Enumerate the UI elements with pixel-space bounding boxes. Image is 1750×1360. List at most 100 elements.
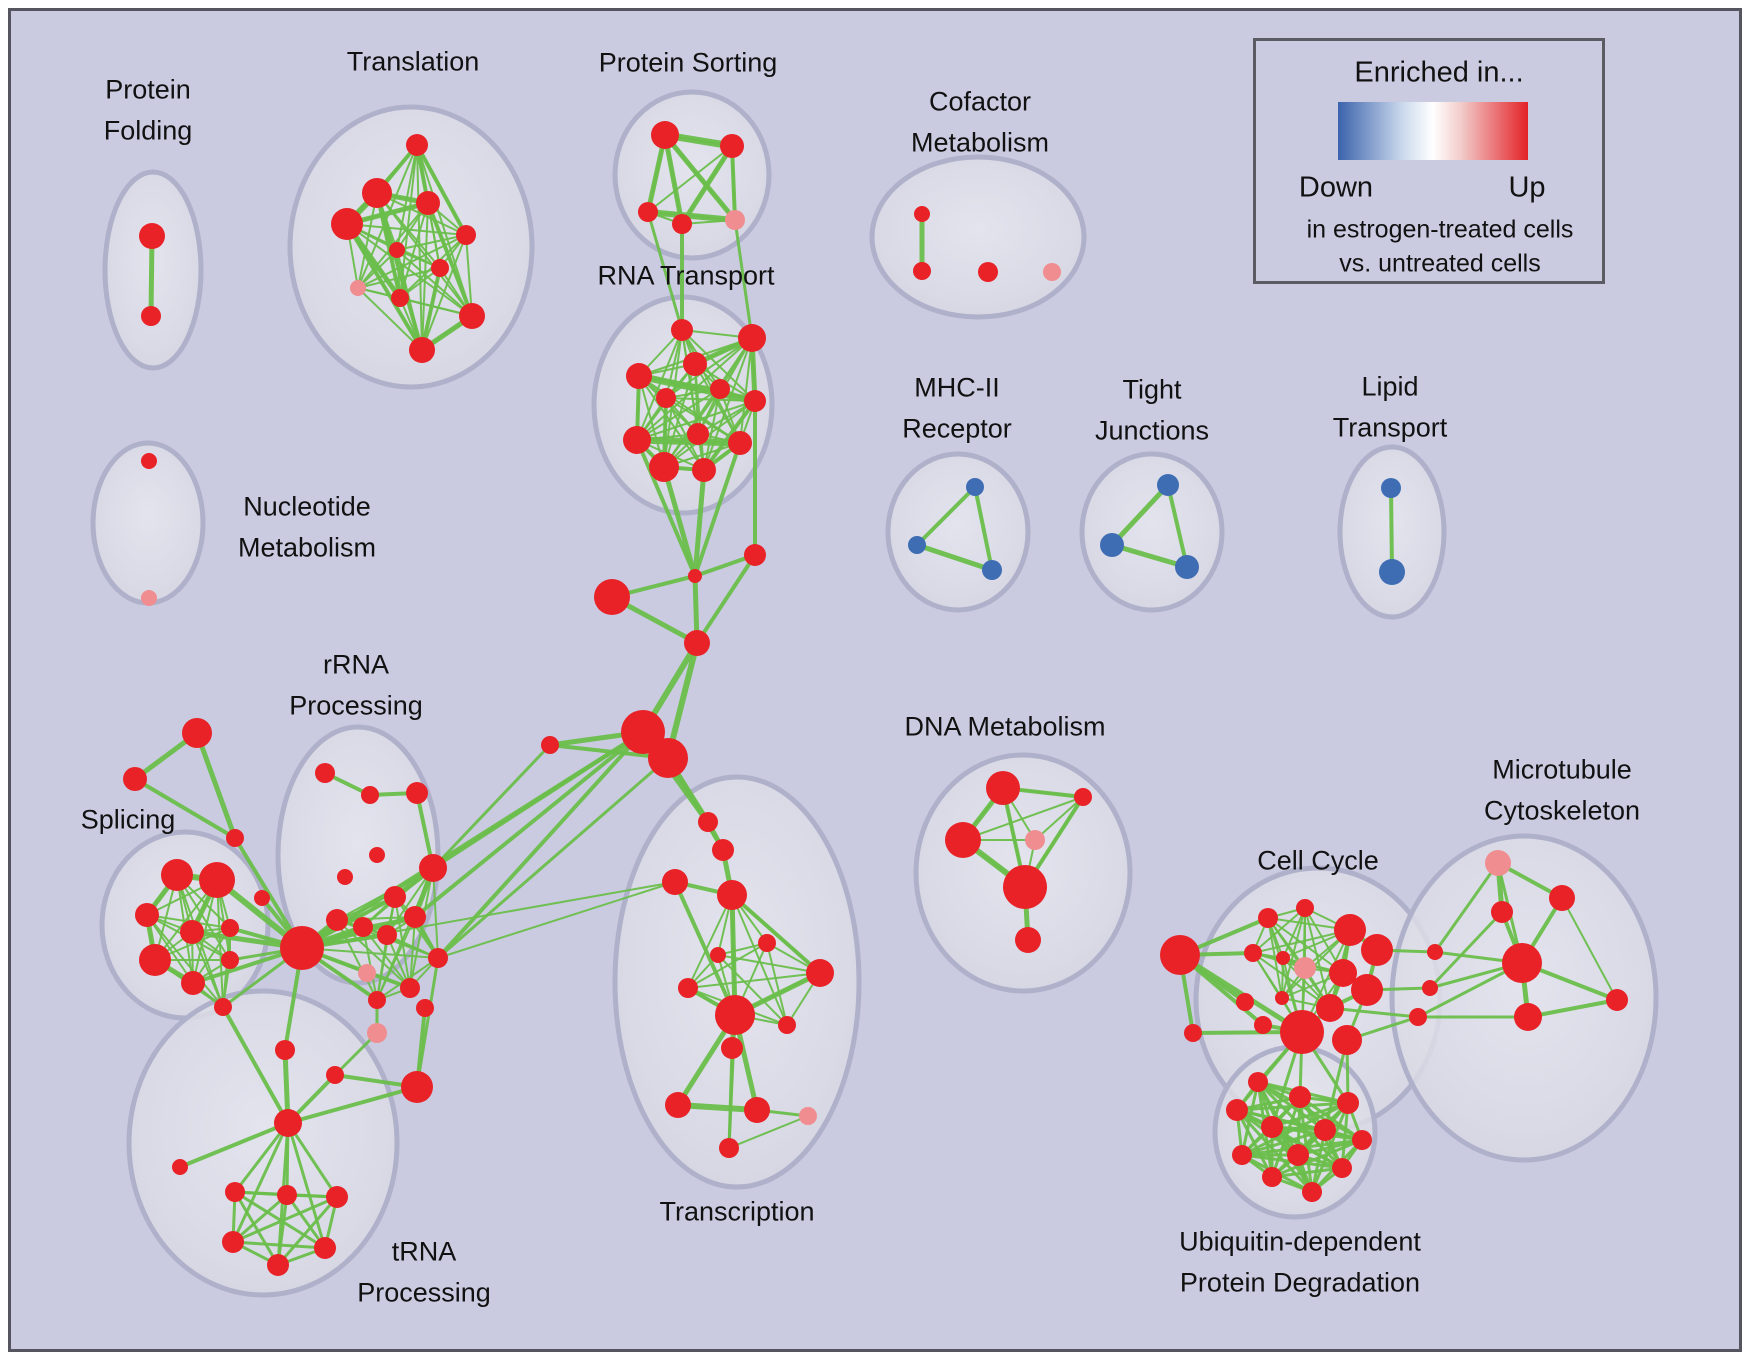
gene-set-node-u9[interactable] — [404, 906, 426, 928]
gene-set-node-d4[interactable] — [1003, 865, 1047, 909]
gene-set-node-j1[interactable] — [1100, 533, 1124, 557]
gene-set-node-r3[interactable] — [683, 352, 707, 376]
gene-set-node-r0[interactable] — [671, 319, 693, 341]
gene-set-node-q0[interactable] — [161, 859, 193, 891]
gene-set-node-b3[interactable] — [1337, 1092, 1359, 1114]
gene-set-node-c3[interactable] — [1043, 263, 1061, 281]
gene-set-node-q2[interactable] — [135, 903, 159, 927]
gene-set-node-r5[interactable] — [656, 388, 676, 408]
gene-set-node-s6[interactable] — [806, 959, 834, 987]
gene-set-node-b6[interactable] — [1352, 1130, 1372, 1150]
gene-set-node-x4[interactable] — [621, 710, 665, 754]
gene-set-node-l1[interactable] — [1379, 559, 1405, 585]
gene-set-node-s12[interactable] — [744, 1097, 770, 1123]
gene-set-node-t10[interactable] — [409, 337, 435, 363]
gene-set-node-s1[interactable] — [712, 839, 734, 861]
gene-set-node-u12[interactable] — [428, 948, 448, 968]
gene-set-node-s8[interactable] — [715, 995, 755, 1035]
gene-set-node-r10[interactable] — [649, 452, 679, 482]
gene-set-node-z1[interactable] — [1422, 980, 1438, 996]
gene-set-node-g5[interactable] — [1606, 989, 1628, 1011]
gene-set-node-y0[interactable] — [275, 1040, 295, 1060]
gene-set-node-u0[interactable] — [315, 763, 335, 783]
gene-set-node-q4[interactable] — [221, 919, 239, 937]
gene-set-node-h0[interactable] — [966, 478, 984, 496]
gene-set-node-t7[interactable] — [350, 280, 366, 296]
gene-set-node-H[interactable] — [280, 926, 324, 970]
gene-set-node-g1[interactable] — [1549, 885, 1575, 911]
gene-set-node-b10[interactable] — [1262, 1167, 1282, 1187]
gene-set-node-x1[interactable] — [744, 544, 766, 566]
gene-set-node-v2[interactable] — [226, 829, 244, 847]
gene-set-node-u8[interactable] — [353, 917, 373, 937]
gene-set-node-s14[interactable] — [719, 1138, 739, 1158]
gene-set-node-x0[interactable] — [688, 569, 702, 583]
gene-set-node-t0[interactable] — [406, 134, 428, 156]
gene-set-node-k11[interactable] — [1275, 991, 1289, 1005]
gene-set-node-t1[interactable] — [362, 178, 392, 208]
gene-set-node-u3[interactable] — [369, 847, 385, 863]
gene-set-node-u14[interactable] — [368, 991, 386, 1009]
gene-set-node-q6[interactable] — [181, 971, 205, 995]
gene-set-node-u7[interactable] — [326, 909, 348, 931]
gene-set-node-s13[interactable] — [799, 1107, 817, 1125]
gene-set-node-k16[interactable] — [1184, 1024, 1202, 1042]
gene-set-node-w2[interactable] — [225, 1182, 245, 1202]
gene-set-node-q7[interactable] — [221, 951, 239, 969]
gene-set-node-d5[interactable] — [1015, 927, 1041, 953]
gene-set-node-t5[interactable] — [389, 242, 405, 258]
gene-set-node-k7[interactable] — [1294, 957, 1316, 979]
gene-set-node-u15[interactable] — [416, 999, 434, 1017]
gene-set-node-k15[interactable] — [1332, 1025, 1362, 1055]
gene-set-node-w5[interactable] — [222, 1231, 244, 1253]
gene-set-node-k9[interactable] — [1351, 974, 1383, 1006]
gene-set-node-k14[interactable] — [1280, 1010, 1324, 1054]
gene-set-node-p0[interactable] — [651, 121, 679, 149]
gene-set-node-r2[interactable] — [626, 363, 652, 389]
gene-set-node-k10[interactable] — [1236, 993, 1254, 1011]
gene-set-node-t2[interactable] — [416, 191, 440, 215]
gene-set-node-q5[interactable] — [139, 944, 171, 976]
gene-set-node-r9[interactable] — [728, 431, 752, 455]
gene-set-node-r8[interactable] — [623, 426, 651, 454]
gene-set-node-y1[interactable] — [326, 1066, 344, 1084]
gene-set-node-y3[interactable] — [367, 1023, 387, 1043]
gene-set-node-d2[interactable] — [945, 822, 981, 858]
gene-set-node-m0[interactable] — [141, 453, 157, 469]
gene-set-node-j2[interactable] — [1175, 555, 1199, 579]
gene-set-node-m1[interactable] — [141, 590, 157, 606]
gene-set-node-b5[interactable] — [1314, 1119, 1336, 1141]
gene-set-node-q8[interactable] — [214, 998, 232, 1016]
gene-set-node-u1[interactable] — [361, 786, 379, 804]
gene-set-node-w0[interactable] — [274, 1109, 302, 1137]
gene-set-node-s0[interactable] — [698, 812, 718, 832]
gene-set-node-s10[interactable] — [721, 1037, 743, 1059]
gene-set-node-pf0[interactable] — [139, 223, 165, 249]
gene-set-node-d0[interactable] — [986, 771, 1020, 805]
gene-set-node-w3[interactable] — [277, 1185, 297, 1205]
gene-set-node-j0[interactable] — [1157, 474, 1179, 496]
gene-set-node-k4[interactable] — [1361, 934, 1393, 966]
gene-set-node-pf1[interactable] — [141, 306, 161, 326]
gene-set-node-t9[interactable] — [459, 303, 485, 329]
gene-set-node-r4[interactable] — [710, 379, 730, 399]
gene-set-node-c1[interactable] — [913, 262, 931, 280]
gene-set-node-k13[interactable] — [1254, 1016, 1272, 1034]
gene-set-node-g3[interactable] — [1502, 943, 1542, 983]
gene-set-node-t8[interactable] — [391, 289, 409, 307]
gene-set-node-b0[interactable] — [1248, 1072, 1268, 1092]
gene-set-node-b7[interactable] — [1232, 1145, 1252, 1165]
gene-set-node-u16[interactable] — [254, 890, 270, 906]
gene-set-node-u6[interactable] — [384, 886, 406, 908]
gene-set-node-v0[interactable] — [182, 718, 212, 748]
gene-set-node-c2[interactable] — [978, 262, 998, 282]
gene-set-node-w6[interactable] — [314, 1237, 336, 1259]
gene-set-node-s7[interactable] — [678, 978, 698, 998]
gene-set-node-u13[interactable] — [400, 978, 420, 998]
gene-set-node-b4[interactable] — [1261, 1116, 1283, 1138]
gene-set-node-s2[interactable] — [662, 869, 688, 895]
gene-set-node-k3[interactable] — [1334, 914, 1366, 946]
gene-set-node-t3[interactable] — [331, 208, 363, 240]
gene-set-node-u5[interactable] — [419, 854, 447, 882]
